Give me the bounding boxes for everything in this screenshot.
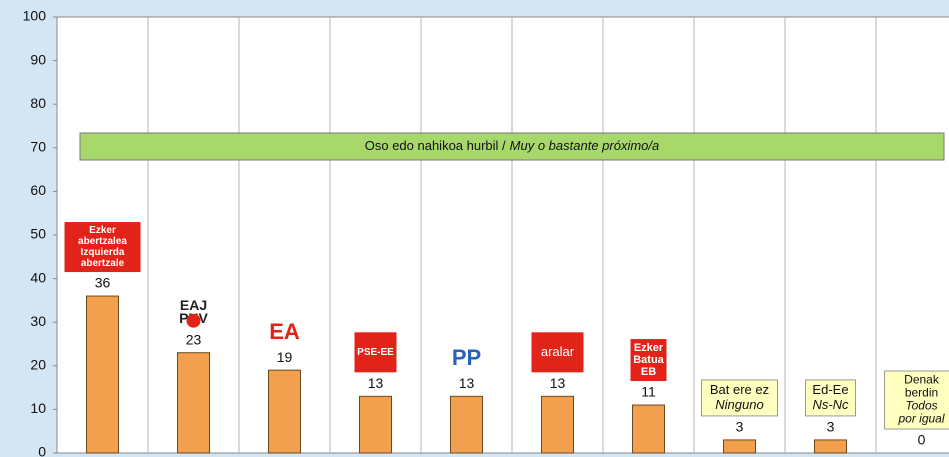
- y-tick-label: 90: [30, 51, 46, 67]
- category-label: abertzalea: [78, 236, 127, 247]
- bar: [723, 439, 756, 454]
- y-tick-label: 40: [30, 269, 46, 285]
- bar: [359, 395, 392, 454]
- y-tick-label: 10: [30, 400, 46, 416]
- category-label: Denak: [904, 373, 940, 387]
- category-label: Izquierda: [81, 247, 125, 258]
- category-label: EA: [269, 319, 300, 344]
- bar: [814, 439, 847, 454]
- category-label: PSE-EE: [357, 347, 394, 358]
- value-label: 13: [459, 375, 475, 391]
- value-label: 3: [827, 419, 835, 435]
- category-label: abertzale: [81, 258, 125, 269]
- category-label: Ezker: [89, 225, 116, 236]
- annotation-text: Muy o bastante próximo/a: [510, 138, 660, 153]
- bar: [541, 395, 574, 454]
- value-label: 19: [277, 349, 293, 365]
- bar: [632, 404, 665, 454]
- value-label: 36: [95, 275, 111, 291]
- category-label: Batua: [633, 354, 664, 366]
- category-box: [701, 379, 778, 417]
- category-box: [884, 370, 949, 430]
- y-tick-label: 20: [30, 357, 46, 373]
- category-label: berdin: [905, 386, 938, 400]
- bar: [450, 395, 483, 454]
- bar: [86, 295, 119, 454]
- value-label: 23: [186, 331, 202, 347]
- value-label: 13: [368, 375, 384, 391]
- annotation-box: [79, 132, 945, 161]
- category-box: [64, 222, 141, 273]
- category-label: Ezker: [634, 342, 664, 354]
- value-label: 0: [918, 432, 926, 448]
- y-tick-label: 30: [30, 313, 46, 329]
- category-box: [805, 379, 856, 417]
- category-label: Ed-Ee: [812, 382, 848, 397]
- annotation-text: Oso edo nahikoa hurbil /: [365, 138, 506, 153]
- y-tick-label: 0: [38, 444, 46, 457]
- category-label: Todos: [905, 399, 937, 413]
- value-label: 11: [641, 384, 656, 400]
- annotation: Oso edo nahikoa hurbil / Muy o bastante p…: [365, 138, 660, 153]
- category-label: aralar: [541, 344, 575, 359]
- category-box: [531, 332, 584, 373]
- category-label: Ninguno: [715, 397, 763, 412]
- y-tick-label: 80: [30, 95, 46, 111]
- category-label: EAJ: [180, 297, 207, 313]
- category-box: [630, 339, 667, 382]
- bar: [268, 369, 301, 454]
- y-tick-label: 70: [30, 139, 46, 155]
- y-tick-label: 60: [30, 182, 46, 198]
- y-tick-label: 100: [23, 8, 47, 24]
- logo-mark: [186, 313, 201, 328]
- category-label: Ns-Nc: [812, 397, 849, 412]
- category-label: Bat ere ez: [710, 382, 769, 397]
- category-label: por igual: [897, 412, 944, 426]
- value-label: 3: [736, 419, 744, 435]
- value-label: 13: [550, 375, 566, 391]
- y-tick-label: 50: [30, 226, 46, 242]
- category-box: [354, 332, 397, 373]
- category-label: PP: [452, 345, 481, 370]
- category-label: EB: [641, 366, 656, 378]
- bar: [177, 352, 210, 454]
